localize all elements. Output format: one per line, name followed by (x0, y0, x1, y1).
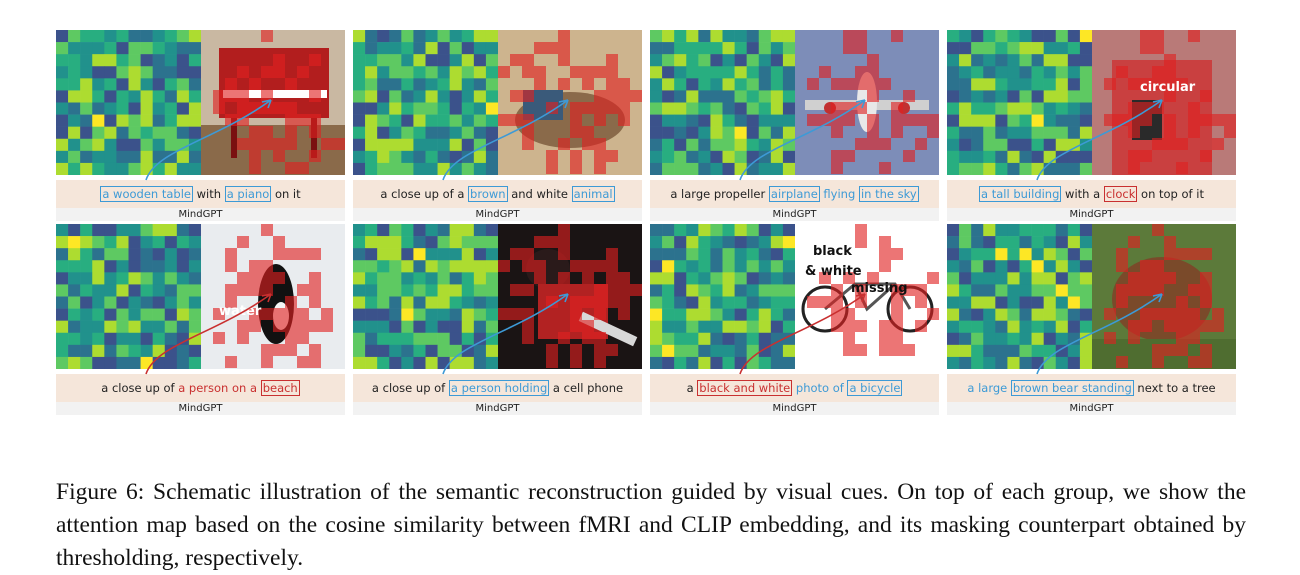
figure-panel: a close up of a brown and white animal Mi… (353, 30, 642, 221)
masked-photo-piano (201, 30, 345, 175)
highlighted-phrase: beach (260, 380, 300, 396)
model-label: MindGPT (947, 402, 1236, 415)
caption-text: on it (271, 187, 301, 201)
caption-text: a cell phone (549, 381, 624, 395)
model-label: MindGPT (353, 402, 642, 415)
attention-heatmap (353, 224, 498, 369)
highlighted-phrase: in the sky (858, 186, 919, 202)
visual-cue-annotation: circular (1140, 80, 1196, 95)
caption-text: and white (507, 187, 572, 201)
model-label: MindGPT (650, 208, 939, 221)
highlighted-phrase: a bicycle (847, 380, 903, 396)
caption-text: a large propeller (670, 187, 769, 201)
model-label: MindGPT (947, 208, 1236, 221)
caption-text: a (686, 381, 698, 395)
highlighted-phrase: black and white (697, 380, 793, 396)
generated-caption: a wooden table with a piano on it (56, 180, 345, 208)
caption-text: next to a tree (1133, 381, 1216, 395)
masked-photo-orca (201, 224, 345, 369)
attention-heatmap (947, 224, 1092, 369)
generated-caption: a close up of a brown and white animal (353, 180, 642, 208)
attention-heatmap (947, 30, 1092, 175)
caption-text: with a (1061, 187, 1104, 201)
highlighted-phrase: a tall building (979, 186, 1062, 202)
highlighted-phrase: airplane (768, 186, 820, 202)
generated-caption: a black and white photo of a bicycle (650, 374, 939, 402)
caption-text: a close up of a (380, 187, 469, 201)
generated-caption: a large brown bear standing next to a tr… (947, 374, 1236, 402)
caption-text: on top of it (1137, 187, 1204, 201)
model-label: MindGPT (353, 208, 642, 221)
generated-caption: a large propeller airplane flying in the… (650, 180, 939, 208)
figure-panel: black & white missing a black and white pho… (650, 224, 939, 415)
visual-cue-annotation: missing (851, 281, 908, 296)
highlighted-phrase: a piano (224, 186, 272, 202)
generated-caption: a close up of a person holding a cell ph… (353, 374, 642, 402)
figure-panel: a large propeller airplane flying in the… (650, 30, 939, 221)
figure-panel: a close up of a person holding a cell ph… (353, 224, 642, 415)
model-label: MindGPT (56, 208, 345, 221)
visual-cue-annotation: water (219, 304, 262, 319)
figure-panel: circular a tall building with a clock on … (947, 30, 1236, 221)
generated-caption: a tall building with a clock on top of i… (947, 180, 1236, 208)
caption-text: a close up of (371, 381, 449, 395)
figure-panel: a wooden table with a piano on it MindGPT (56, 30, 345, 221)
figure-panel: a large brown bear standing next to a tr… (947, 224, 1236, 415)
visual-cue-annotation: black (813, 244, 852, 259)
masked-photo-airplane (795, 30, 939, 175)
caption-text: flying (819, 187, 859, 201)
figure: a wooden table with a piano on it MindGPT… (56, 30, 1236, 415)
highlighted-phrase: clock (1103, 186, 1138, 202)
masked-photo-person (498, 224, 642, 369)
attention-heatmap (650, 224, 795, 369)
masked-photo-animal (498, 30, 642, 175)
masked-photo-building (1092, 30, 1236, 175)
model-label: MindGPT (56, 402, 345, 415)
caption-text: a large (967, 381, 1011, 395)
highlighted-phrase: brown bear standing (1010, 380, 1134, 396)
attention-heatmap (650, 30, 795, 175)
masked-photo-bear (1092, 224, 1236, 369)
highlighted-phrase: brown (468, 186, 508, 202)
attention-heatmap (56, 224, 201, 369)
figure-caption: Figure 6: Schematic illustration of the … (56, 478, 1246, 571)
highlighted-phrase: a person holding (448, 380, 550, 396)
caption-text: a person on a (178, 381, 261, 395)
caption-text: a close up of (101, 381, 179, 395)
attention-heatmap (353, 30, 498, 175)
model-label: MindGPT (650, 402, 939, 415)
visual-cue-annotation: & white (805, 264, 862, 279)
figure-panel: water a close up of a person on a beach Mi… (56, 224, 345, 415)
caption-text: photo of (792, 381, 848, 395)
highlighted-phrase: a wooden table (100, 186, 193, 202)
caption-text: with (193, 187, 225, 201)
generated-caption: a close up of a person on a beach (56, 374, 345, 402)
highlighted-phrase: animal (571, 186, 615, 202)
attention-heatmap (56, 30, 201, 175)
